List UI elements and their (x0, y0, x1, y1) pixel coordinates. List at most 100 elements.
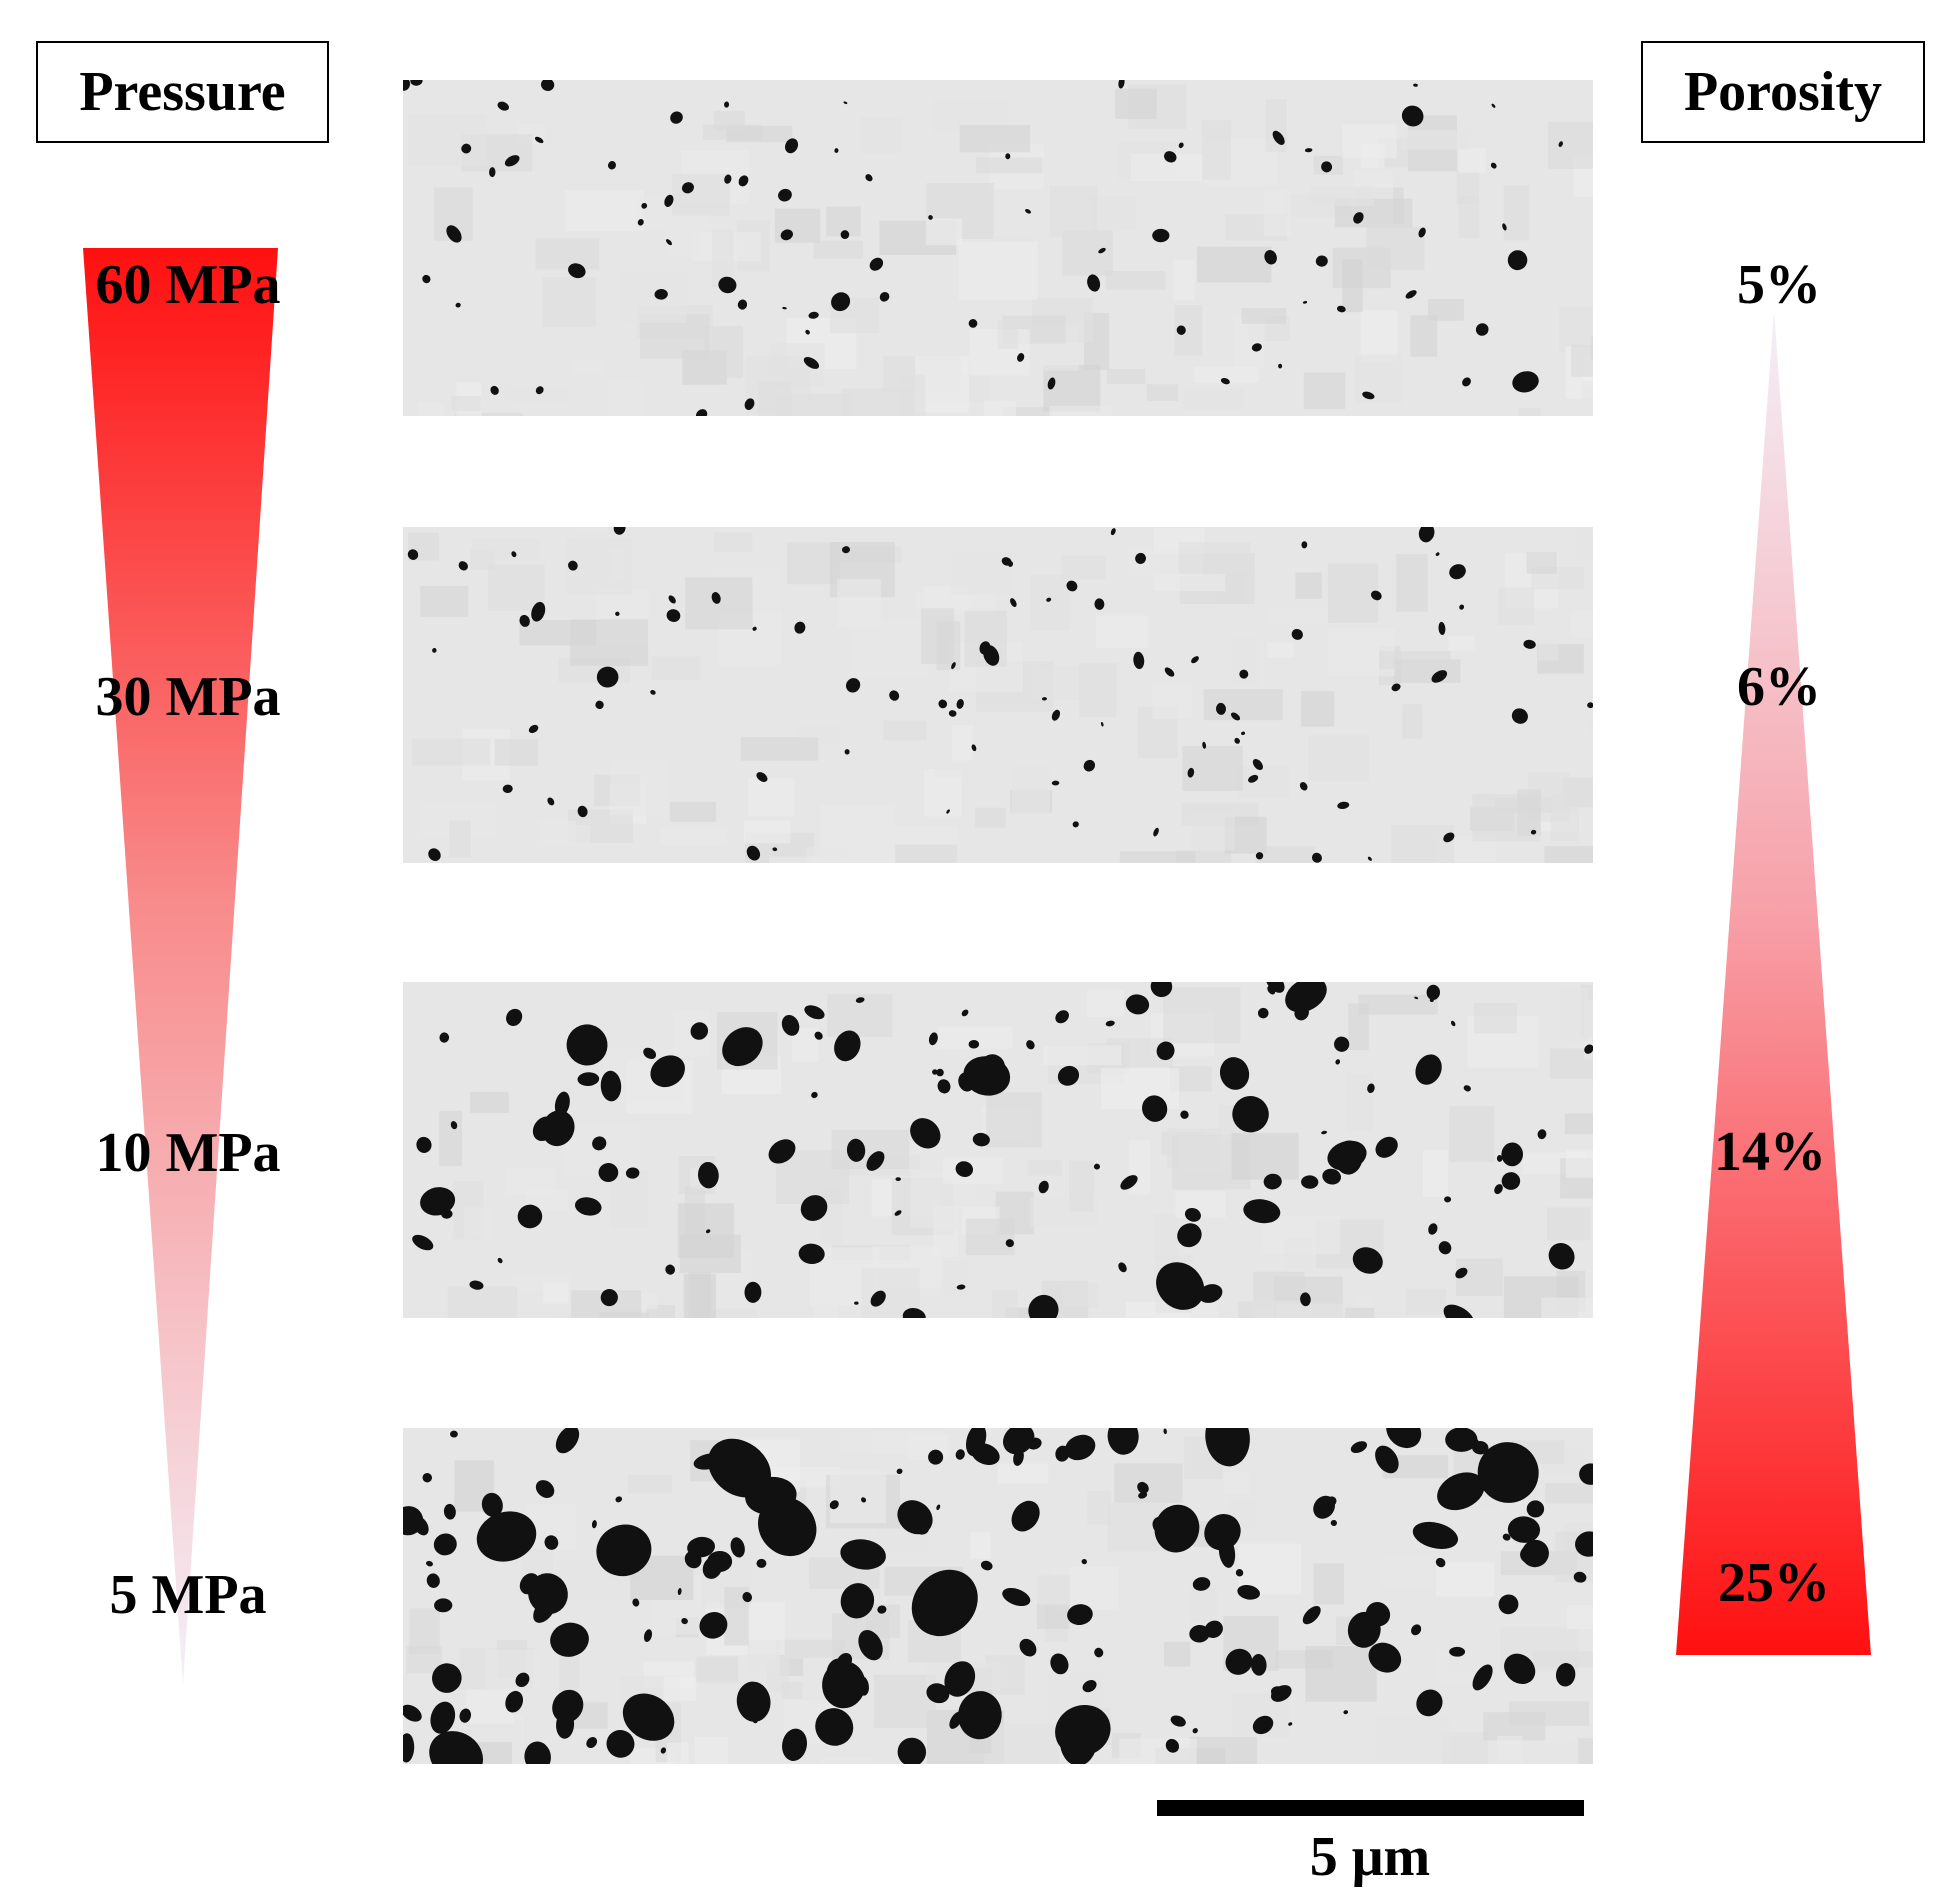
grain (696, 1656, 739, 1683)
pore (1494, 1184, 1503, 1195)
pore (1502, 223, 1507, 231)
pore (432, 647, 437, 653)
pore (1386, 1428, 1422, 1449)
pore (461, 143, 472, 154)
pore (697, 1161, 719, 1189)
grain (1119, 1738, 1197, 1764)
pore (1204, 1513, 1241, 1551)
pore (1302, 1605, 1321, 1625)
grain (781, 1682, 803, 1699)
pore (928, 1449, 944, 1465)
pore (782, 1728, 808, 1761)
grain (944, 1261, 970, 1298)
pore (1093, 1163, 1100, 1170)
grain (1366, 226, 1425, 270)
grain (959, 125, 1031, 153)
grain (747, 1640, 781, 1671)
grain (535, 238, 600, 270)
pressure-label-60: 60 MPa (95, 254, 281, 316)
pore (1050, 1653, 1069, 1675)
pore (1241, 1447, 1245, 1453)
pore (458, 561, 468, 571)
grain (1119, 851, 1196, 863)
pore (622, 1693, 675, 1741)
grain (1175, 1191, 1226, 1218)
pore (1118, 1262, 1127, 1273)
pore (433, 1533, 457, 1556)
pore (664, 194, 674, 207)
grain (1564, 1113, 1593, 1135)
pore (1291, 628, 1303, 640)
pressure-label-30: 30 MPa (95, 666, 281, 728)
grain (1560, 987, 1589, 1042)
grain (970, 1532, 991, 1559)
pore (641, 202, 648, 209)
pore (768, 1139, 796, 1164)
grain (572, 358, 603, 374)
pore (1330, 1519, 1337, 1527)
pore (1579, 1463, 1593, 1485)
pore (1178, 142, 1184, 149)
grain (1049, 405, 1112, 416)
pore (778, 188, 792, 202)
pore (668, 595, 676, 604)
grain (1422, 1150, 1448, 1197)
pore (1501, 1142, 1524, 1167)
grain (747, 777, 795, 817)
pore (998, 1076, 1008, 1085)
pore (956, 1284, 966, 1290)
grain (1201, 120, 1232, 180)
pore (1507, 1516, 1541, 1543)
pore (1573, 1571, 1587, 1583)
pore (1584, 1044, 1593, 1054)
grain (974, 807, 1006, 828)
grain (1164, 1641, 1191, 1667)
pore (504, 155, 520, 167)
pore (1444, 1196, 1452, 1203)
pore (946, 809, 950, 814)
pore (556, 1710, 575, 1739)
pore (834, 1030, 861, 1062)
pore (1304, 148, 1313, 153)
grain (1436, 1562, 1495, 1597)
grain (1106, 368, 1146, 385)
grain (986, 1092, 1042, 1148)
grain (1284, 1238, 1312, 1271)
pore (1462, 377, 1471, 387)
grain (663, 1676, 697, 1701)
pore (524, 1741, 551, 1764)
grain (618, 270, 687, 324)
grain (1154, 573, 1226, 591)
pore (1438, 1241, 1452, 1255)
porosity-label-6: 6% (1737, 656, 1821, 718)
grain (409, 1608, 440, 1655)
pore (1315, 255, 1328, 267)
pore (443, 1503, 456, 1520)
pore (1051, 780, 1060, 786)
pore (772, 847, 778, 852)
grain (1189, 1736, 1258, 1764)
pressure-label-5: 5 MPa (109, 1564, 267, 1626)
pore (592, 1136, 607, 1151)
pore (606, 1729, 635, 1758)
pore (936, 1504, 941, 1511)
pore (708, 1438, 772, 1498)
pore (1301, 1175, 1319, 1189)
grain (839, 1431, 899, 1451)
pore (625, 1167, 640, 1179)
pore (879, 291, 890, 302)
grain (1342, 124, 1397, 159)
pore (1490, 162, 1497, 169)
grain (1578, 1738, 1593, 1764)
pore (681, 1617, 688, 1625)
pore (979, 1054, 1006, 1080)
pore (528, 724, 539, 734)
pore (439, 1032, 450, 1043)
scale-bar-label: 5 μm (1309, 1826, 1431, 1888)
pore (1165, 1738, 1180, 1753)
pore (544, 1535, 559, 1550)
pore (1548, 1242, 1575, 1270)
grain (1172, 259, 1195, 301)
grain (997, 320, 1019, 349)
pore (1235, 1569, 1244, 1577)
